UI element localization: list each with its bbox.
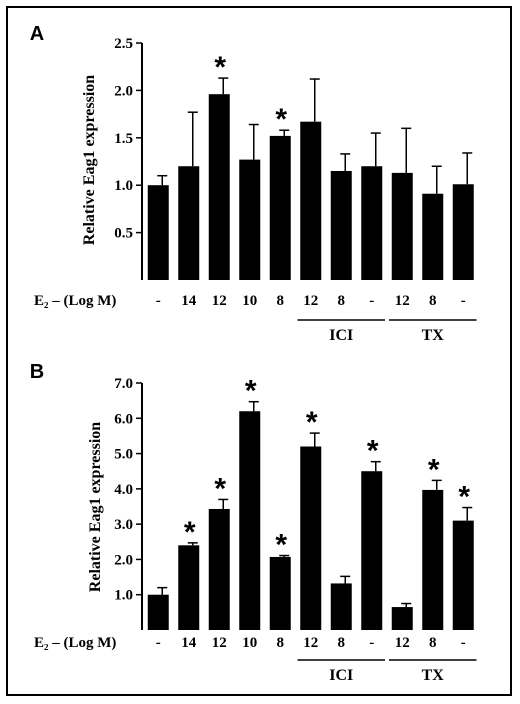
- bar: [208, 94, 230, 280]
- category-label: 8: [429, 293, 437, 309]
- category-label: 8: [277, 293, 285, 309]
- y-tick-label: 2.0: [114, 552, 133, 568]
- category-label: -: [156, 635, 161, 651]
- bar: [452, 184, 474, 280]
- significance-star: *: [428, 453, 440, 486]
- bar: [361, 166, 383, 280]
- category-label: 12: [212, 635, 227, 651]
- y-tick-label: 7.0: [114, 376, 133, 392]
- bar: [239, 411, 261, 630]
- group-label: ICI: [329, 327, 353, 344]
- bar: [422, 489, 444, 630]
- y-tick-label: 0.5: [114, 226, 133, 242]
- bar: [300, 446, 322, 630]
- bar: [330, 583, 352, 630]
- significance-star: *: [367, 435, 379, 468]
- bar: [208, 508, 230, 630]
- row-label: E₂ – (Log M): [34, 635, 116, 651]
- y-tick-label: 1.0: [114, 178, 133, 194]
- bar: [147, 594, 169, 630]
- significance-star: *: [214, 51, 226, 84]
- category-label: 12: [395, 293, 410, 309]
- significance-star: *: [275, 529, 287, 562]
- bar: [391, 172, 413, 280]
- category-label: -: [369, 293, 374, 309]
- significance-star: *: [306, 406, 318, 439]
- category-label: 10: [242, 635, 257, 651]
- category-label: 12: [303, 293, 318, 309]
- category-label: 8: [429, 635, 437, 651]
- significance-star: *: [245, 375, 257, 408]
- significance-star: *: [275, 103, 287, 136]
- panel-letter: B: [30, 361, 44, 383]
- y-tick-label: 4.0: [114, 482, 133, 498]
- y-tick-label: 2.5: [114, 36, 133, 52]
- category-label: 8: [338, 635, 346, 651]
- y-axis-title: Relative Eag1 expression: [81, 75, 98, 245]
- bar: [178, 545, 200, 630]
- category-label: 14: [181, 293, 197, 309]
- panel-letter: A: [30, 23, 44, 45]
- bar: [361, 471, 383, 630]
- bar: [300, 121, 322, 281]
- row-label: E₂ – (Log M): [34, 293, 116, 309]
- category-label: 12: [395, 635, 410, 651]
- group-label: TX: [422, 667, 445, 684]
- bar: [239, 159, 261, 280]
- category-label: 10: [242, 293, 257, 309]
- category-label: -: [461, 293, 466, 309]
- category-label: 12: [303, 635, 318, 651]
- y-tick-label: 1.0: [114, 588, 133, 604]
- y-axis-title: Relative Eag1 expression: [87, 422, 104, 592]
- category-label: 12: [212, 293, 227, 309]
- bar: [178, 166, 200, 280]
- category-label: -: [461, 635, 466, 651]
- bar: [269, 135, 291, 280]
- y-tick-label: 5.0: [114, 447, 133, 463]
- group-label: TX: [422, 327, 445, 344]
- category-label: 14: [181, 635, 197, 651]
- y-tick-label: 6.0: [114, 411, 133, 427]
- group-label: ICI: [329, 667, 353, 684]
- significance-star: *: [184, 516, 196, 549]
- category-label: 8: [338, 293, 346, 309]
- category-label: -: [156, 293, 161, 309]
- bar: [452, 520, 474, 630]
- bar: [422, 193, 444, 280]
- bar: [391, 607, 413, 630]
- bar: [269, 556, 291, 630]
- category-label: 8: [277, 635, 285, 651]
- significance-star: *: [458, 481, 470, 514]
- y-tick-label: 3.0: [114, 517, 133, 533]
- y-tick-label: 1.5: [114, 131, 133, 147]
- significance-star: *: [214, 472, 226, 505]
- bar: [330, 170, 352, 280]
- y-tick-label: 2.0: [114, 83, 133, 99]
- bar: [147, 185, 169, 280]
- category-label: -: [369, 635, 374, 651]
